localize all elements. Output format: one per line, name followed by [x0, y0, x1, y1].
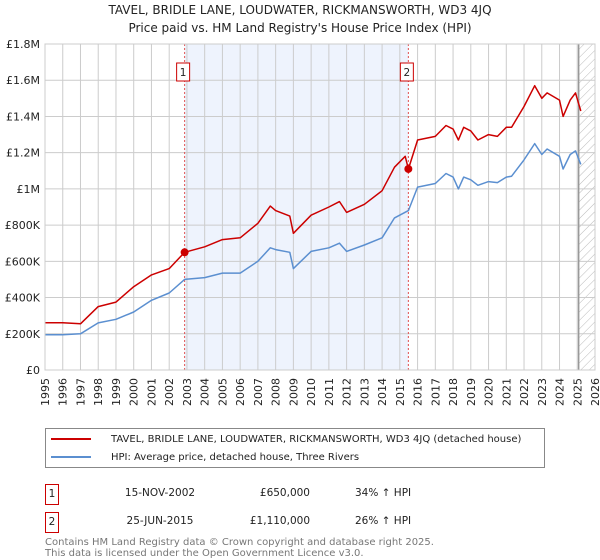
x-tick-label: 2019: [465, 378, 478, 406]
x-tick-label: 2002: [163, 378, 176, 406]
transaction-price: £650,000: [259, 487, 310, 499]
transaction-marker: 1: [45, 484, 59, 505]
y-tick-label: £1M: [17, 183, 41, 196]
x-tick-label: 2021: [500, 378, 513, 406]
y-tick-label: £400K: [5, 292, 41, 305]
legend-label-hpi: HPI: Average price, detached house, Thre…: [111, 451, 360, 463]
x-tick-label: 2011: [323, 378, 336, 406]
future-hatch: [578, 44, 595, 370]
transaction-row: 2 25-JUN-2015 £1,110,000 26% ↑ HPI: [45, 512, 565, 534]
price-paid-line: [45, 84, 582, 325]
x-tick-label: 2026: [589, 378, 600, 406]
footer: Contains HM Land Registry data © Crown c…: [45, 537, 434, 559]
sale-label: 1: [180, 67, 187, 79]
x-tick-label: 2000: [128, 378, 141, 406]
transaction-hpi: 34% ↑ HPI: [355, 487, 412, 499]
x-tick-label: 1996: [57, 378, 70, 406]
x-tick-label: 2006: [234, 378, 247, 406]
x-tick-label: 2018: [447, 378, 460, 406]
x-tick-label: 1997: [74, 378, 87, 406]
transaction-marker: 2: [45, 512, 59, 533]
plot-border: [44, 43, 596, 371]
transaction-date: 15-NOV-2002: [124, 487, 196, 499]
x-tick-label: 2017: [429, 378, 442, 406]
sale-point: [404, 164, 413, 173]
legend: TAVEL, BRIDLE LANE, LOUDWATER, RICKMANSW…: [45, 428, 545, 468]
transaction-price: £1,110,000: [249, 515, 310, 527]
x-tick-label: 2007: [252, 378, 265, 406]
x-tick-label: 2020: [483, 378, 496, 406]
sale-label-box: [176, 62, 191, 82]
sale-label-box: [399, 62, 414, 82]
ownership-period-shade: [184, 44, 409, 370]
chart-title: TAVEL, BRIDLE LANE, LOUDWATER, RICKMANSW…: [108, 3, 492, 17]
x-tick-label: 2023: [536, 378, 549, 406]
price-chart: 1995 1996 1997 1998 1999 2000 2001 2002 2003 2004…: [5, 38, 600, 406]
hpi-line: [45, 142, 582, 336]
sale-point: [180, 248, 189, 257]
footer-licence: This data is licensed under the Open Gov…: [45, 548, 364, 559]
x-tick-label: 2001: [145, 378, 158, 406]
chart-subtitle: Price paid vs. HM Land Registry's House …: [128, 21, 472, 35]
legend-item-price: TAVEL, BRIDLE LANE, LOUDWATER, RICKMANSW…: [46, 431, 521, 447]
x-tick-label: 2025: [571, 378, 584, 406]
y-tick-label: £1.6M: [6, 74, 40, 87]
transaction-hpi: 26% ↑ HPI: [355, 515, 412, 527]
legend-item-hpi: HPI: Average price, detached house, Thre…: [46, 449, 359, 465]
legend-label-price: TAVEL, BRIDLE LANE, LOUDWATER, RICKMANSW…: [111, 433, 522, 445]
x-tick-label: 2014: [376, 378, 389, 406]
y-tick-label: £1.2M: [6, 147, 40, 160]
x-tick-label: 2013: [358, 378, 371, 406]
footer-copyright: Contains HM Land Registry data © Crown c…: [45, 537, 434, 548]
y-tick-label: £1.4M: [6, 110, 40, 123]
x-tick-label: 2012: [341, 378, 354, 406]
x-tick-label: 2003: [181, 378, 194, 406]
x-tick-label: 2022: [518, 378, 531, 406]
y-tick-label: £200K: [5, 328, 41, 341]
x-tick-label: 2008: [270, 378, 283, 406]
sale-label: 2: [404, 67, 411, 79]
legend-swatch-hpi: [51, 456, 91, 458]
x-tick-label: 2009: [287, 378, 300, 406]
y-tick-label: £1.8M: [6, 38, 40, 51]
x-tick-label: 2010: [305, 378, 318, 406]
x-tick-label: 1998: [92, 378, 105, 406]
y-tick-label: £0: [26, 364, 40, 377]
x-tick-label: 2015: [394, 378, 407, 406]
x-tick-label: 2005: [216, 378, 229, 406]
x-tick-label: 1995: [39, 378, 52, 406]
x-tick-label: 2004: [199, 378, 212, 406]
x-tick-label: 2016: [412, 378, 425, 406]
legend-swatch-price: [51, 438, 91, 440]
y-tick-label: £800K: [5, 219, 41, 232]
x-tick-label: 2024: [554, 378, 567, 406]
transaction-row: 1 15-NOV-2002 £650,000 34% ↑ HPI: [45, 484, 565, 506]
x-tick-label: 1999: [110, 378, 123, 406]
y-tick-label: £600K: [5, 255, 41, 268]
transaction-date: 25-JUN-2015: [126, 515, 194, 527]
